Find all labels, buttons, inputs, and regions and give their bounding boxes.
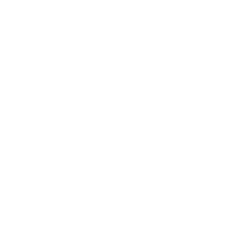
Text: O=c1oc2cc(OCc3ccc(Cl)cc3)ccc2c: O=c1oc2cc(OCc3ccc(Cl)cc3)ccc2c (56, 122, 200, 131)
